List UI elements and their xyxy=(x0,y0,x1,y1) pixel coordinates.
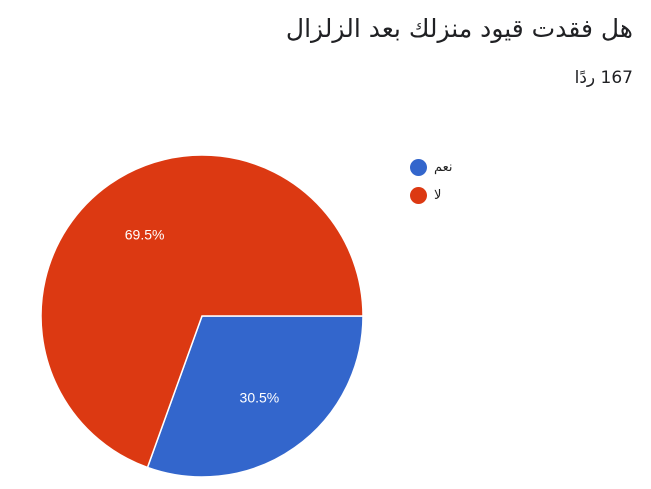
legend-item-yes: نعم xyxy=(410,153,453,181)
legend-swatch-yes xyxy=(410,158,427,176)
legend-swatch-no xyxy=(410,186,427,204)
question-title: هل فقدت قيود منزلك بعد الزلزال xyxy=(285,14,633,43)
legend-item-no: لا xyxy=(410,181,453,209)
legend-label-yes: نعم xyxy=(434,159,453,175)
slice-yes xyxy=(146,315,364,478)
slice-no xyxy=(40,154,364,469)
legend-label-no: لا xyxy=(434,187,442,203)
slice-yes-label: 30.5% xyxy=(240,390,280,406)
legend: نعم لا xyxy=(410,153,453,209)
slice-no-label: 69.5% xyxy=(125,226,165,242)
response-count: 167 ردًا xyxy=(574,68,633,88)
